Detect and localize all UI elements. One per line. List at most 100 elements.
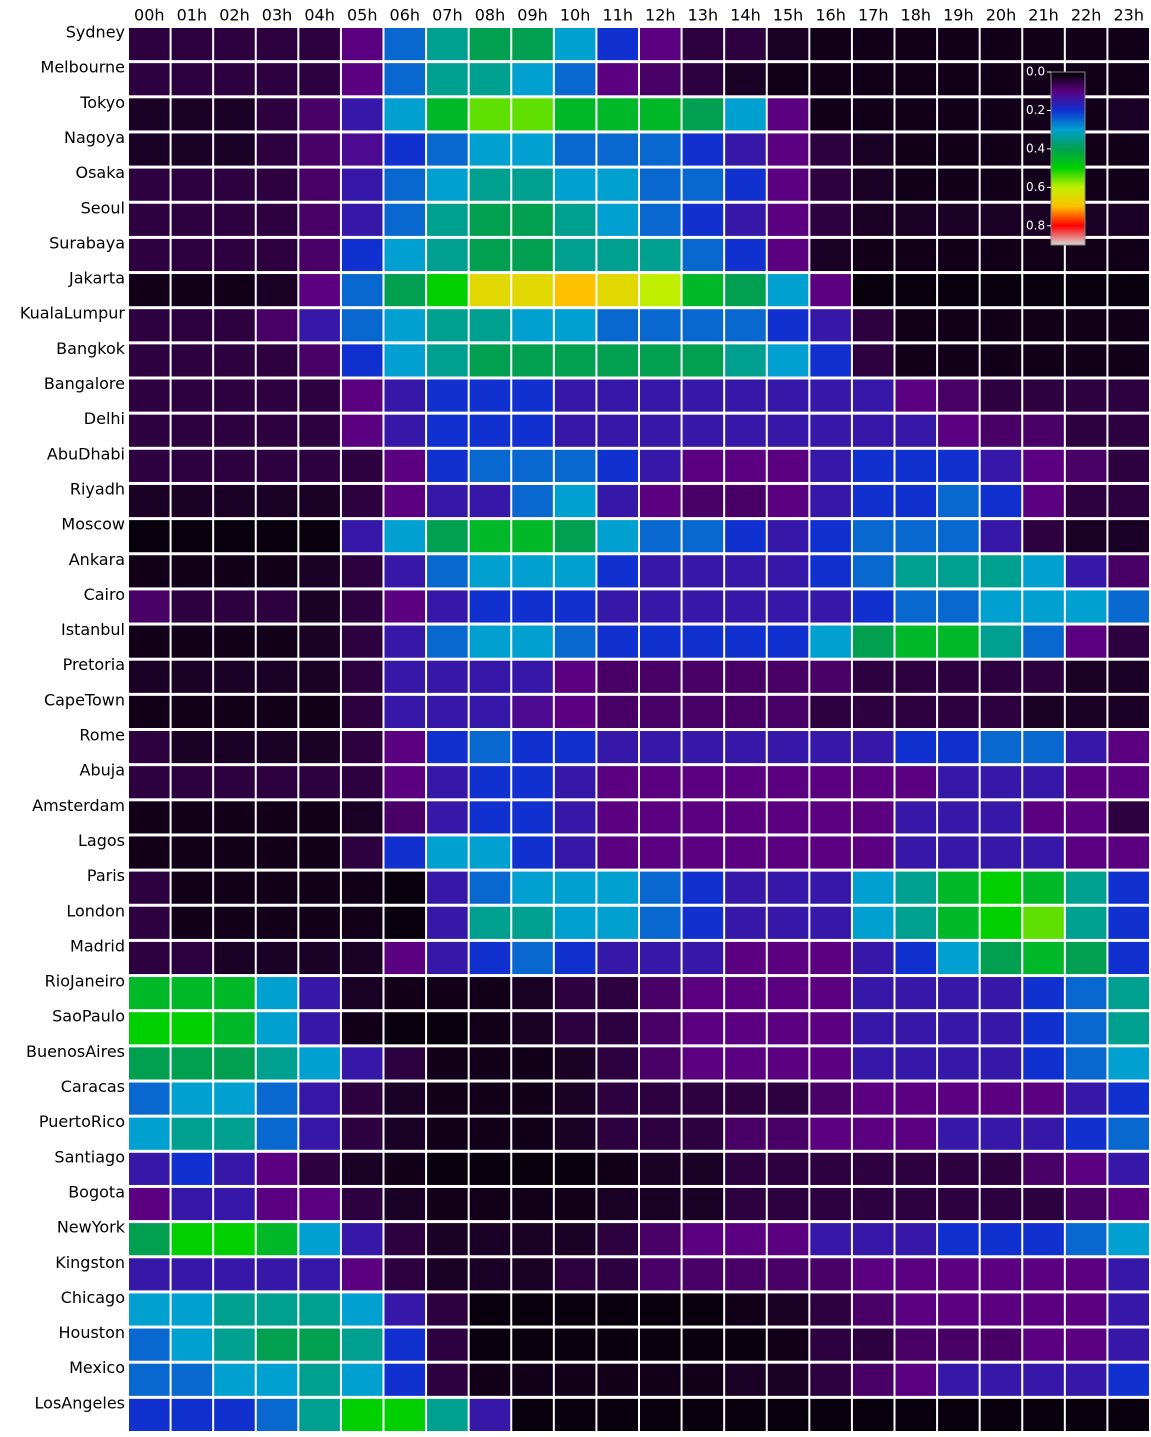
heatmap-cell bbox=[555, 28, 596, 60]
heatmap-cell bbox=[299, 696, 340, 728]
heatmap-cell bbox=[810, 1153, 851, 1185]
heatmap-cell bbox=[129, 204, 170, 236]
heatmap-cell bbox=[810, 485, 851, 517]
heatmap-cell bbox=[470, 1083, 511, 1115]
heatmap-cell bbox=[810, 274, 851, 306]
heatmap-cell bbox=[683, 1399, 724, 1431]
heatmap-cell bbox=[1108, 1083, 1149, 1115]
heatmap-cell bbox=[385, 28, 426, 60]
heatmap-cell bbox=[342, 1258, 383, 1290]
heatmap-cell bbox=[981, 1188, 1022, 1220]
heatmap-cell bbox=[981, 63, 1022, 95]
heatmap-cell bbox=[853, 1329, 894, 1361]
heatmap-cell bbox=[853, 590, 894, 622]
heatmap-cell bbox=[938, 1399, 979, 1431]
heatmap-cell bbox=[257, 661, 298, 693]
heatmap-cell bbox=[1066, 1399, 1107, 1431]
heatmap-cell bbox=[597, 1364, 638, 1396]
heatmap-cell bbox=[129, 1329, 170, 1361]
heatmap-cell bbox=[427, 380, 468, 412]
heatmap-cell bbox=[853, 1047, 894, 1079]
heatmap-cell bbox=[172, 907, 213, 939]
heatmap-cell bbox=[896, 274, 937, 306]
heatmap-cell bbox=[896, 1118, 937, 1150]
heatmap-cell bbox=[342, 239, 383, 271]
heatmap-cell bbox=[342, 1364, 383, 1396]
heatmap-cell bbox=[555, 590, 596, 622]
heatmap-cell bbox=[129, 1118, 170, 1150]
heatmap-cell bbox=[470, 98, 511, 130]
heatmap-cell bbox=[172, 274, 213, 306]
heatmap-cell bbox=[597, 380, 638, 412]
heatmap-cell bbox=[896, 801, 937, 833]
heatmap-cell bbox=[1066, 1223, 1107, 1255]
heatmap-cell bbox=[214, 626, 255, 658]
heatmap-cell bbox=[768, 696, 809, 728]
heatmap-cell bbox=[725, 1047, 766, 1079]
heatmap-cell bbox=[470, 204, 511, 236]
heatmap-cell bbox=[938, 872, 979, 904]
heatmap-cell bbox=[427, 836, 468, 868]
heatmap-cell bbox=[427, 1083, 468, 1115]
heatmap-cell bbox=[129, 766, 170, 798]
heatmap-cell bbox=[129, 977, 170, 1009]
heatmap-cell bbox=[427, 1047, 468, 1079]
heatmap-cell bbox=[1023, 450, 1064, 482]
heatmap-cell bbox=[214, 520, 255, 552]
heatmap-cell bbox=[427, 485, 468, 517]
heatmap-cell bbox=[1023, 28, 1064, 60]
heatmap-cell bbox=[896, 977, 937, 1009]
row-label: Abuja bbox=[80, 761, 126, 780]
heatmap-cell bbox=[342, 1012, 383, 1044]
heatmap-cell bbox=[853, 1399, 894, 1431]
heatmap-cell bbox=[981, 204, 1022, 236]
heatmap-cell bbox=[555, 1188, 596, 1220]
colorbar-tick-label: 0.0 bbox=[1026, 65, 1045, 79]
column-label: 05h bbox=[347, 6, 378, 25]
heatmap-cell bbox=[853, 204, 894, 236]
heatmap-cell bbox=[214, 485, 255, 517]
heatmap-cell bbox=[299, 133, 340, 165]
heatmap-cell bbox=[768, 661, 809, 693]
heatmap-cell bbox=[427, 344, 468, 376]
heatmap-cell bbox=[1023, 380, 1064, 412]
heatmap-cell bbox=[938, 590, 979, 622]
heatmap-cell bbox=[597, 907, 638, 939]
heatmap-cell bbox=[768, 907, 809, 939]
heatmap-cell bbox=[555, 239, 596, 271]
heatmap-cell bbox=[896, 450, 937, 482]
heatmap-cell bbox=[555, 1118, 596, 1150]
colorbar-gradient bbox=[1051, 72, 1085, 245]
heatmap-cell bbox=[640, 344, 681, 376]
heatmap-cell bbox=[299, 1083, 340, 1115]
heatmap-cell bbox=[257, 274, 298, 306]
heatmap-cell bbox=[385, 626, 426, 658]
heatmap-cell bbox=[981, 977, 1022, 1009]
heatmap-cell bbox=[342, 626, 383, 658]
heatmap-cell bbox=[172, 415, 213, 447]
heatmap-cell bbox=[427, 801, 468, 833]
heatmap-cell bbox=[810, 415, 851, 447]
heatmap-cell bbox=[597, 1083, 638, 1115]
heatmap-cell bbox=[257, 977, 298, 1009]
heatmap-cell bbox=[299, 731, 340, 763]
heatmap-cell bbox=[853, 485, 894, 517]
heatmap-cell bbox=[896, 872, 937, 904]
heatmap-cell bbox=[853, 169, 894, 201]
heatmap-cell bbox=[725, 661, 766, 693]
column-label: 21h bbox=[1028, 6, 1059, 25]
heatmap-cell bbox=[299, 907, 340, 939]
heatmap-cell bbox=[257, 1329, 298, 1361]
heatmap-cell bbox=[768, 1329, 809, 1361]
heatmap-cell bbox=[512, 1047, 553, 1079]
heatmap-cell bbox=[597, 1188, 638, 1220]
heatmap-cell bbox=[981, 1329, 1022, 1361]
heatmap-cell bbox=[1108, 766, 1149, 798]
heatmap-cell bbox=[129, 1047, 170, 1079]
heatmap-cell bbox=[853, 274, 894, 306]
heatmap-cell bbox=[342, 731, 383, 763]
heatmap-cell bbox=[214, 731, 255, 763]
heatmap-cell bbox=[257, 1188, 298, 1220]
row-label: Bangalore bbox=[44, 374, 125, 393]
heatmap-cell bbox=[342, 555, 383, 587]
